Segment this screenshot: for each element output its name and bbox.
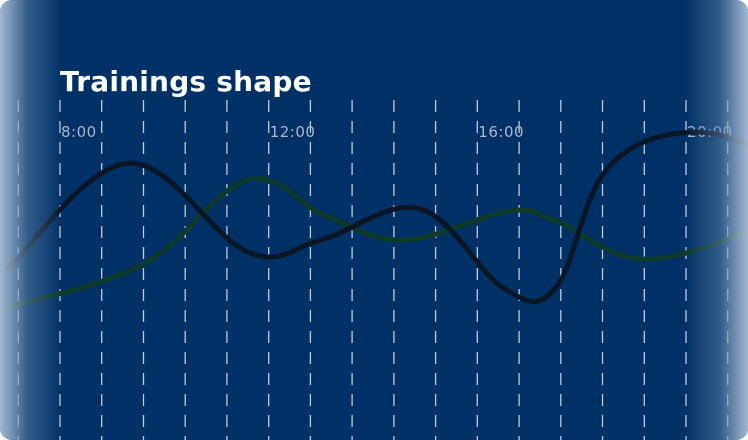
x-axis-ticks: 8:00 12:00 16:00 20:00 xyxy=(61,123,732,141)
series-line-green xyxy=(5,176,748,310)
x-tick-label: 12:00 xyxy=(270,123,316,141)
x-tick-label: 16:00 xyxy=(478,123,524,141)
x-tick-label: 8:00 xyxy=(61,123,97,141)
grid-lines xyxy=(17,100,729,440)
chart-title: Trainings shape xyxy=(60,65,312,98)
series-line-dark xyxy=(5,129,748,305)
series-lines xyxy=(5,129,748,310)
